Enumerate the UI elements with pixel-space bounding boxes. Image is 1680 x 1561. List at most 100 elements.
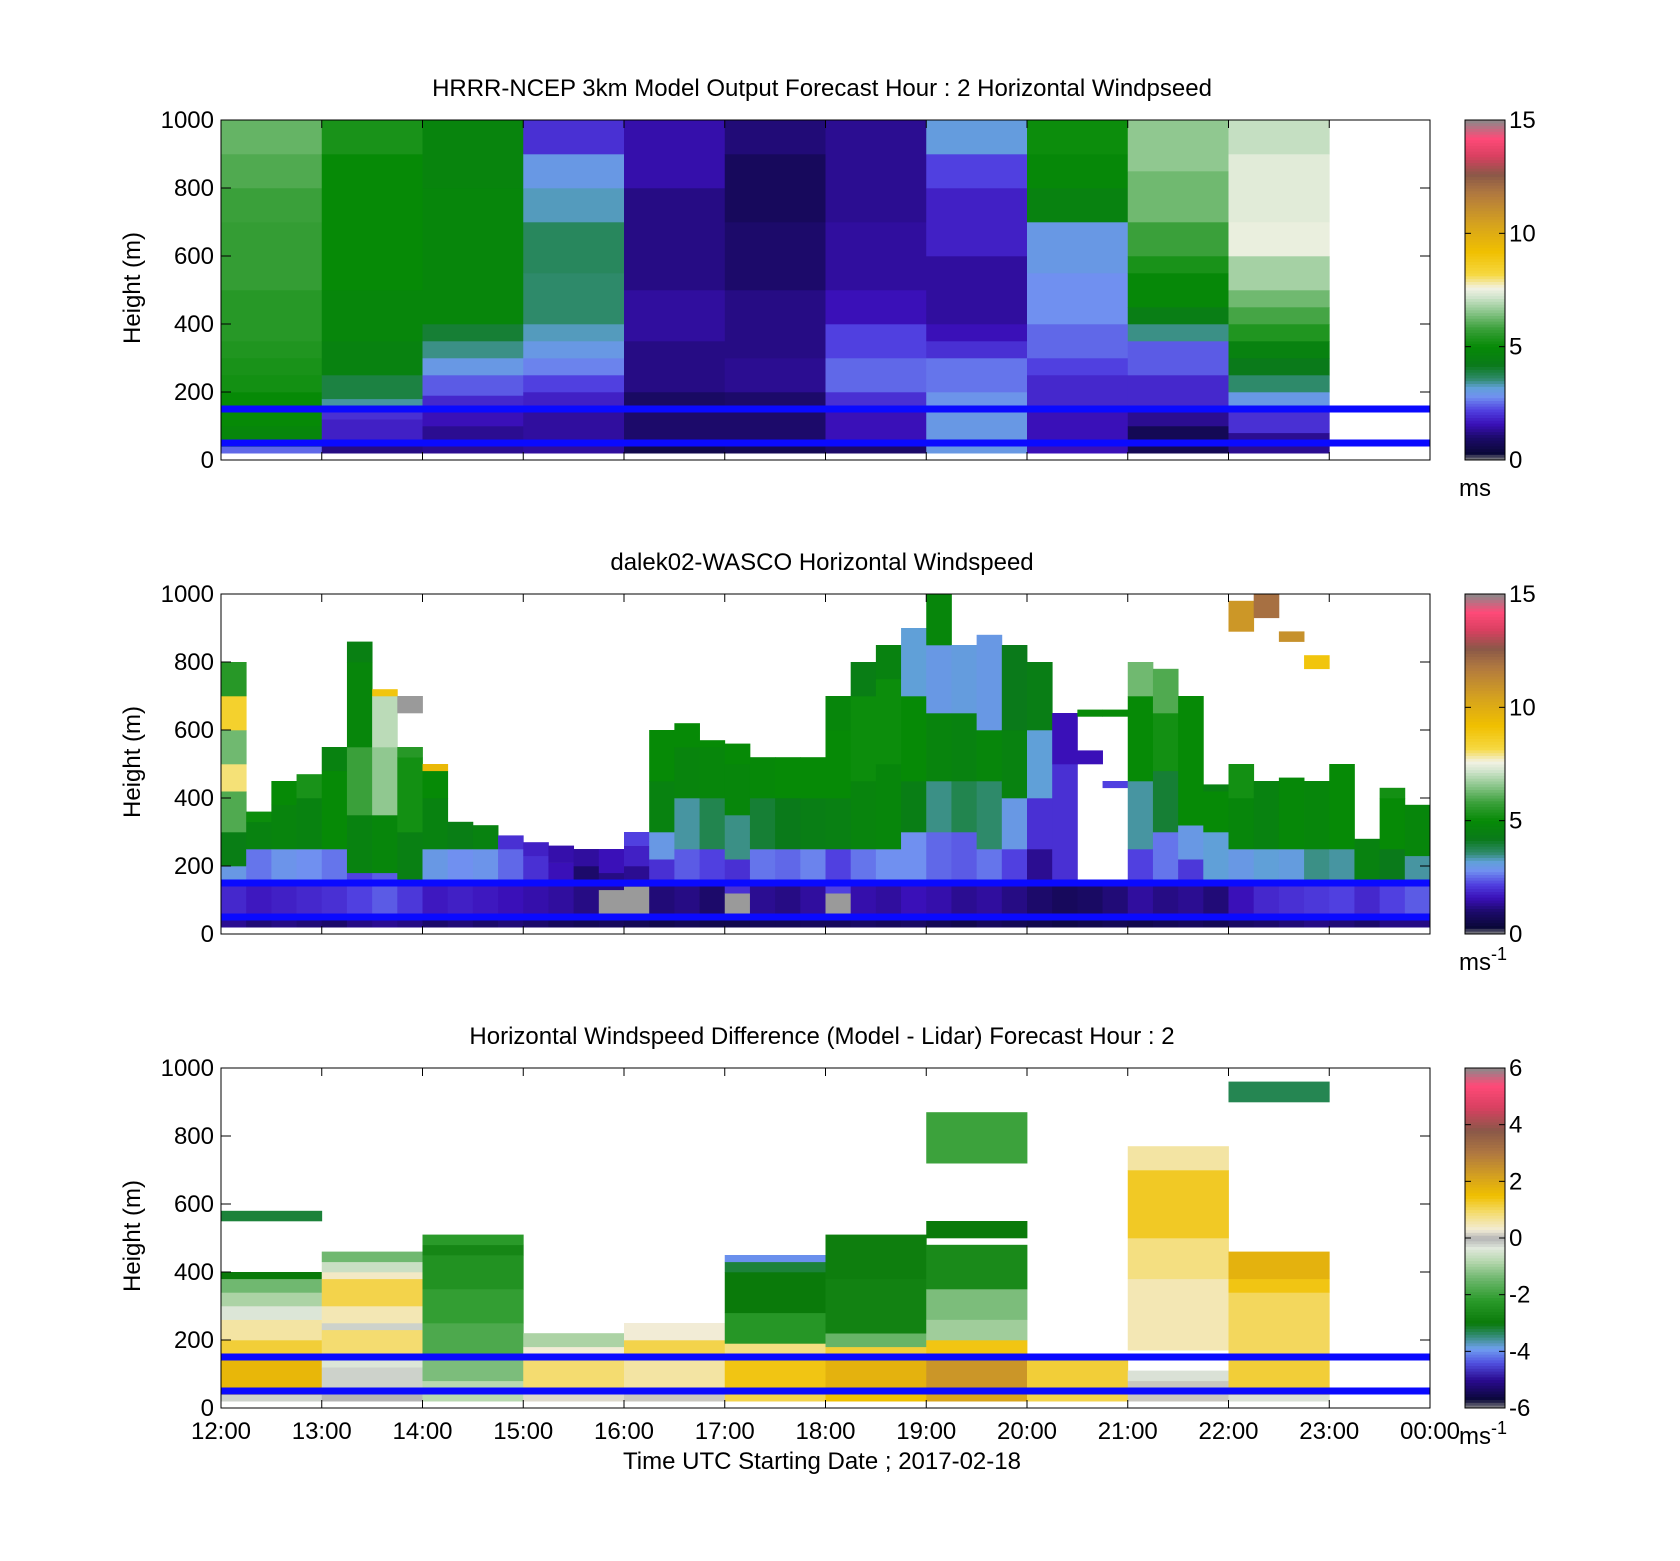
heatmap-cell <box>321 1323 423 1331</box>
heatmap-cell <box>976 634 1003 731</box>
heatmap-cell <box>875 679 902 765</box>
colorbar-swatch <box>1465 832 1505 836</box>
heatmap-cell <box>422 883 449 914</box>
colorbar-swatch <box>1465 1243 1505 1247</box>
heatmap-cell <box>1027 409 1129 454</box>
colorbar-swatch <box>1465 642 1505 646</box>
colorbar-swatch <box>1465 613 1505 618</box>
colorbar-swatch <box>1465 812 1505 816</box>
colorbar-swatch <box>1465 752 1505 756</box>
heatmap-cell <box>1228 883 1255 914</box>
heatmap-cell <box>397 747 423 758</box>
heatmap-cell <box>221 730 247 765</box>
colorbar-swatch <box>1465 1382 1505 1386</box>
heatmap-cell <box>1203 791 1229 833</box>
heatmap-cell <box>926 409 1028 454</box>
heatmap-cell <box>1329 849 1355 884</box>
heatmap-cell <box>221 1394 323 1402</box>
colorbar-swatch <box>1465 389 1505 393</box>
heatmap-cell <box>1127 222 1229 257</box>
heatmap-cell <box>1001 730 1028 799</box>
heatmap-cell <box>321 120 423 155</box>
heatmap-cell <box>825 1357 927 1388</box>
heatmap-cell <box>221 375 323 393</box>
colorbar-swatch <box>1465 122 1505 127</box>
colorbar-swatch <box>1465 721 1505 725</box>
colorbar-swatch <box>1465 619 1505 623</box>
colorbar-swatch <box>1465 1133 1505 1137</box>
heatmap-cell <box>1228 798 1255 850</box>
heatmap-cell <box>800 849 826 884</box>
heatmap-cell <box>296 774 323 799</box>
colorbar-swatch <box>1465 846 1505 850</box>
heatmap-cell <box>901 883 927 914</box>
heatmap-cell <box>1102 709 1129 717</box>
colorbar-swatch <box>1465 1232 1505 1236</box>
heatmap-cell <box>422 358 524 376</box>
heatmap-cell <box>321 849 348 884</box>
colorbar-swatch <box>1465 1121 1505 1126</box>
heatmap-cell <box>825 392 927 410</box>
heatmap-cell <box>926 832 952 884</box>
colorbar-swatch <box>1465 137 1505 141</box>
heatmap-cell <box>926 324 1028 342</box>
heatmap-cell <box>1379 883 1406 914</box>
heatmap-cell <box>523 358 625 376</box>
colorbar-swatch <box>1465 1340 1505 1344</box>
colorbar-swatch <box>1465 1294 1505 1298</box>
heatmap-cell <box>1278 849 1305 884</box>
heatmap-cell <box>976 781 1003 850</box>
heatmap-cell <box>1228 1292 1330 1358</box>
colorbar-swatch <box>1465 139 1505 144</box>
colorbar-swatch <box>1465 205 1505 209</box>
colorbar-swatch <box>1465 764 1505 768</box>
heatmap-cell <box>1152 770 1179 833</box>
colorbar-swatch <box>1465 363 1505 367</box>
colorbar-swatch <box>1465 698 1505 703</box>
colorbar-swatch <box>1465 596 1505 601</box>
colorbar-swatch <box>1465 834 1505 839</box>
heatmap-cell <box>1127 1278 1229 1351</box>
heatmap-cell <box>1127 120 1229 172</box>
heatmap-cell <box>699 740 726 748</box>
colorbar-tick-label: 15 <box>1509 581 1536 608</box>
colorbar-swatch <box>1465 800 1505 805</box>
colorbar-swatch <box>1465 1277 1505 1281</box>
colorbar-swatch <box>1465 1201 1505 1205</box>
y-axis-label: Height (m) <box>119 232 146 344</box>
colorbar-swatch <box>1465 213 1505 217</box>
colorbar-swatch <box>1465 162 1505 166</box>
colorbar-swatch <box>1465 440 1505 444</box>
heatmap-cell <box>825 696 852 731</box>
heatmap-cell <box>221 222 323 291</box>
heatmap-cell <box>1228 392 1330 410</box>
colorbar-swatch <box>1465 1317 1505 1321</box>
colorbar-swatch <box>1465 182 1505 186</box>
heatmap-cell <box>221 446 323 454</box>
heatmap-cell <box>271 804 297 850</box>
heatmap-cell <box>1354 838 1381 884</box>
heatmap-cell <box>1127 375 1229 410</box>
heatmap-cell <box>1379 849 1406 884</box>
heatmap-cell <box>321 1357 423 1368</box>
heatmap-cells <box>221 594 1431 928</box>
colorbar-swatch <box>1465 1255 1505 1259</box>
colorbar-swatch <box>1465 1240 1505 1245</box>
heatmap-cell <box>926 594 952 646</box>
colorbar-swatch <box>1465 298 1505 302</box>
heatmap-cell <box>221 1272 323 1280</box>
colorbar-swatch <box>1465 1184 1505 1188</box>
heatmap-cell <box>1127 307 1229 325</box>
heatmap-cell <box>1152 668 1179 714</box>
colorbar-swatch <box>1465 250 1505 254</box>
colorbar-unit-exponent: -1 <box>1491 1418 1507 1438</box>
heatmap-cell <box>372 696 398 748</box>
heatmap-cell <box>321 1272 423 1280</box>
colorbar-swatch <box>1465 239 1505 243</box>
heatmap-cell <box>825 1278 927 1334</box>
heatmap-cell <box>372 815 398 874</box>
colorbar-swatch <box>1465 131 1505 135</box>
heatmap-cell <box>850 781 877 850</box>
colorbar-swatch <box>1465 673 1505 677</box>
colorbar-swatch <box>1465 1300 1505 1304</box>
